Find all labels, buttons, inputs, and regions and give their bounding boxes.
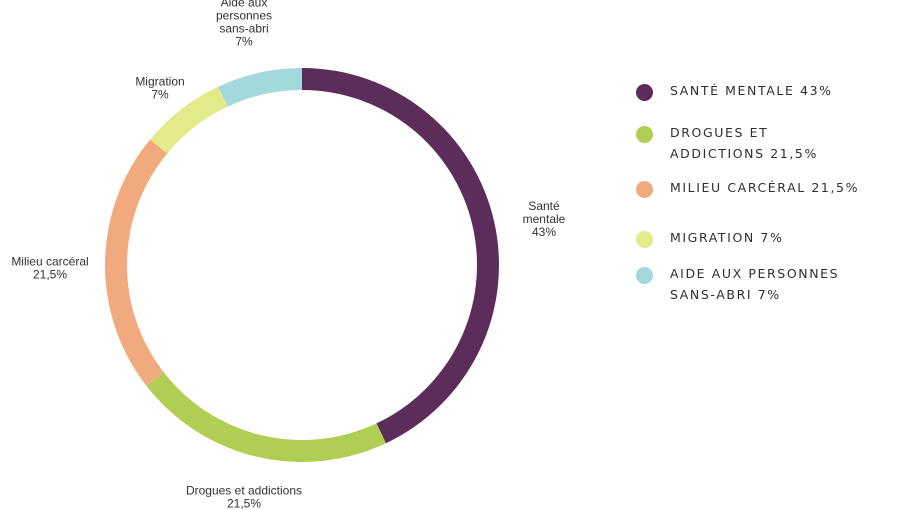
legend-swatch-drogues-addictions <box>636 126 653 143</box>
slice-label-milieu-carceral: Milieu carcéral 21,5% <box>11 255 88 282</box>
legend-label-milieu-carceral: MILIEU CARCÉRAL 21,5% <box>670 180 860 195</box>
slice-label-sante-mentale: Santé mentale 43% <box>523 199 566 239</box>
legend-label-sante-mentale: SANTÉ MENTALE 43% <box>670 83 833 98</box>
legend-item-drogues-addictions: DROGUES ET ADDICTIONS 21,5% <box>636 122 818 164</box>
slice-migration <box>150 86 228 154</box>
slice-aide-aux-personnes-sans-abri <box>218 68 302 107</box>
slice-drogues-et-addictions <box>146 372 386 462</box>
legend-item-migration: MIGRATION 7% <box>636 227 783 248</box>
legend-swatch-sans-abri <box>636 267 653 284</box>
slice-label-drogues-et-addictions: Drogues et addictions 21,5% <box>186 484 302 510</box>
slice-sante-mentale <box>302 68 499 444</box>
slice-label-aide-aux-personnes-sans-abri: Aide aux personnes sans-abri 7% <box>216 0 272 49</box>
legend-label-drogues-addictions: DROGUES ET ADDICTIONS 21,5% <box>670 125 818 161</box>
legend-swatch-sante-mentale <box>636 84 653 101</box>
legend-item-milieu-carceral: MILIEU CARCÉRAL 21,5% <box>636 177 859 198</box>
slice-milieu-carceral <box>104 139 168 386</box>
legend-item-sante-mentale: SANTÉ MENTALE 43% <box>636 80 833 101</box>
legend-label-sans-abri: AIDE AUX PERSONNES SANS-ABRI 7% <box>670 266 840 302</box>
legend-item-sans-abri: AIDE AUX PERSONNES SANS-ABRI 7% <box>636 263 839 305</box>
legend-label-migration: MIGRATION 7% <box>670 230 784 245</box>
legend-swatch-milieu-carceral <box>636 181 653 198</box>
legend-swatch-migration <box>636 231 653 248</box>
slice-label-migration: Migration 7% <box>135 75 184 102</box>
